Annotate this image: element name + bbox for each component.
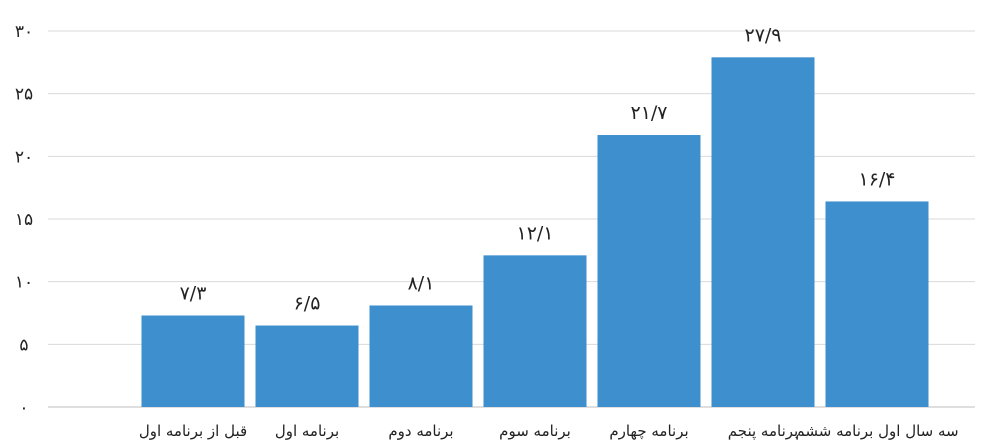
- bar: [141, 315, 245, 407]
- category-label: سه سال اول برنامه ششم: [795, 422, 958, 440]
- category-label: برنامه دوم: [388, 422, 453, 440]
- category-label: برنامه سوم: [499, 422, 571, 440]
- y-tick-label: ۰: [19, 398, 28, 418]
- data-label: ۱۶/۴: [858, 168, 895, 190]
- category-label: برنامه پنجم: [728, 422, 798, 441]
- y-tick-label: ۲۰: [15, 147, 33, 167]
- category-label: برنامه اول: [275, 422, 339, 440]
- bar: [483, 255, 587, 407]
- y-tick-label: ۳۰: [15, 22, 33, 42]
- bar: [597, 135, 701, 407]
- data-label: ۸/۱: [408, 272, 435, 294]
- y-tick-label: ۲۵: [15, 85, 33, 105]
- category-labels: قبل از برنامه اول برنامه اول برنامه دوم برن…: [139, 422, 959, 441]
- data-labels: ۷/۳ ۶/۵ ۸/۱ ۱۲/۱ ۲۱/۷ ۲۷/۹ ۱۶/۴: [180, 24, 895, 315]
- data-label: ۲۷/۹: [744, 24, 781, 46]
- category-label: برنامه چهارم: [609, 422, 688, 440]
- y-tick-label: ۱۵: [15, 210, 33, 230]
- y-tick-label: ۵: [19, 335, 28, 355]
- data-label: ۶/۵: [294, 293, 321, 315]
- bar: [711, 57, 815, 407]
- data-label: ۷/۳: [180, 283, 207, 305]
- data-label: ۱۲/۱: [516, 222, 553, 244]
- bar: [255, 325, 359, 407]
- bar: [369, 305, 473, 407]
- y-tick-label: ۱۰: [15, 273, 33, 293]
- bars: [141, 57, 929, 407]
- data-label: ۲۱/۷: [630, 102, 667, 124]
- y-axis-tick-labels: ۰ ۵ ۱۰ ۱۵ ۲۰ ۲۵ ۳۰: [15, 22, 33, 418]
- bar: [825, 201, 929, 407]
- category-label: قبل از برنامه اول: [139, 422, 247, 440]
